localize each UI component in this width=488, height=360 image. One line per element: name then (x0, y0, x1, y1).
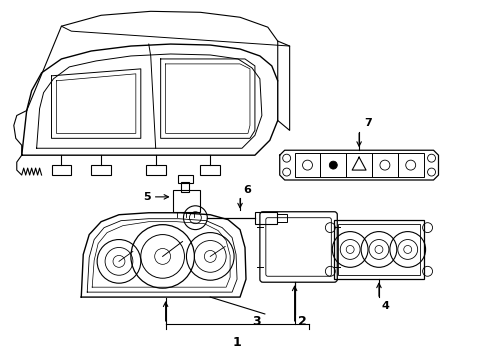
Bar (338, 224, 419, 275)
Text: 1: 1 (232, 336, 241, 349)
Bar (320, 153, 346, 177)
Text: 3: 3 (252, 315, 260, 328)
Text: 7: 7 (364, 118, 371, 129)
Bar (51, 165, 71, 175)
Bar (177, 175, 193, 183)
Text: 5: 5 (143, 192, 150, 202)
Bar (172, 190, 200, 212)
Text: 4: 4 (381, 301, 389, 311)
Text: 2: 2 (297, 315, 305, 328)
Bar (254, 212, 276, 224)
Bar (371, 153, 397, 177)
Bar (181, 182, 189, 192)
Circle shape (328, 161, 337, 169)
Bar (294, 153, 320, 177)
Bar (334, 220, 423, 279)
Text: 6: 6 (243, 185, 250, 195)
Bar (145, 165, 165, 175)
Bar (200, 165, 220, 175)
Bar (91, 165, 111, 175)
Bar (276, 214, 286, 222)
Bar (397, 153, 423, 177)
Bar (346, 153, 371, 177)
